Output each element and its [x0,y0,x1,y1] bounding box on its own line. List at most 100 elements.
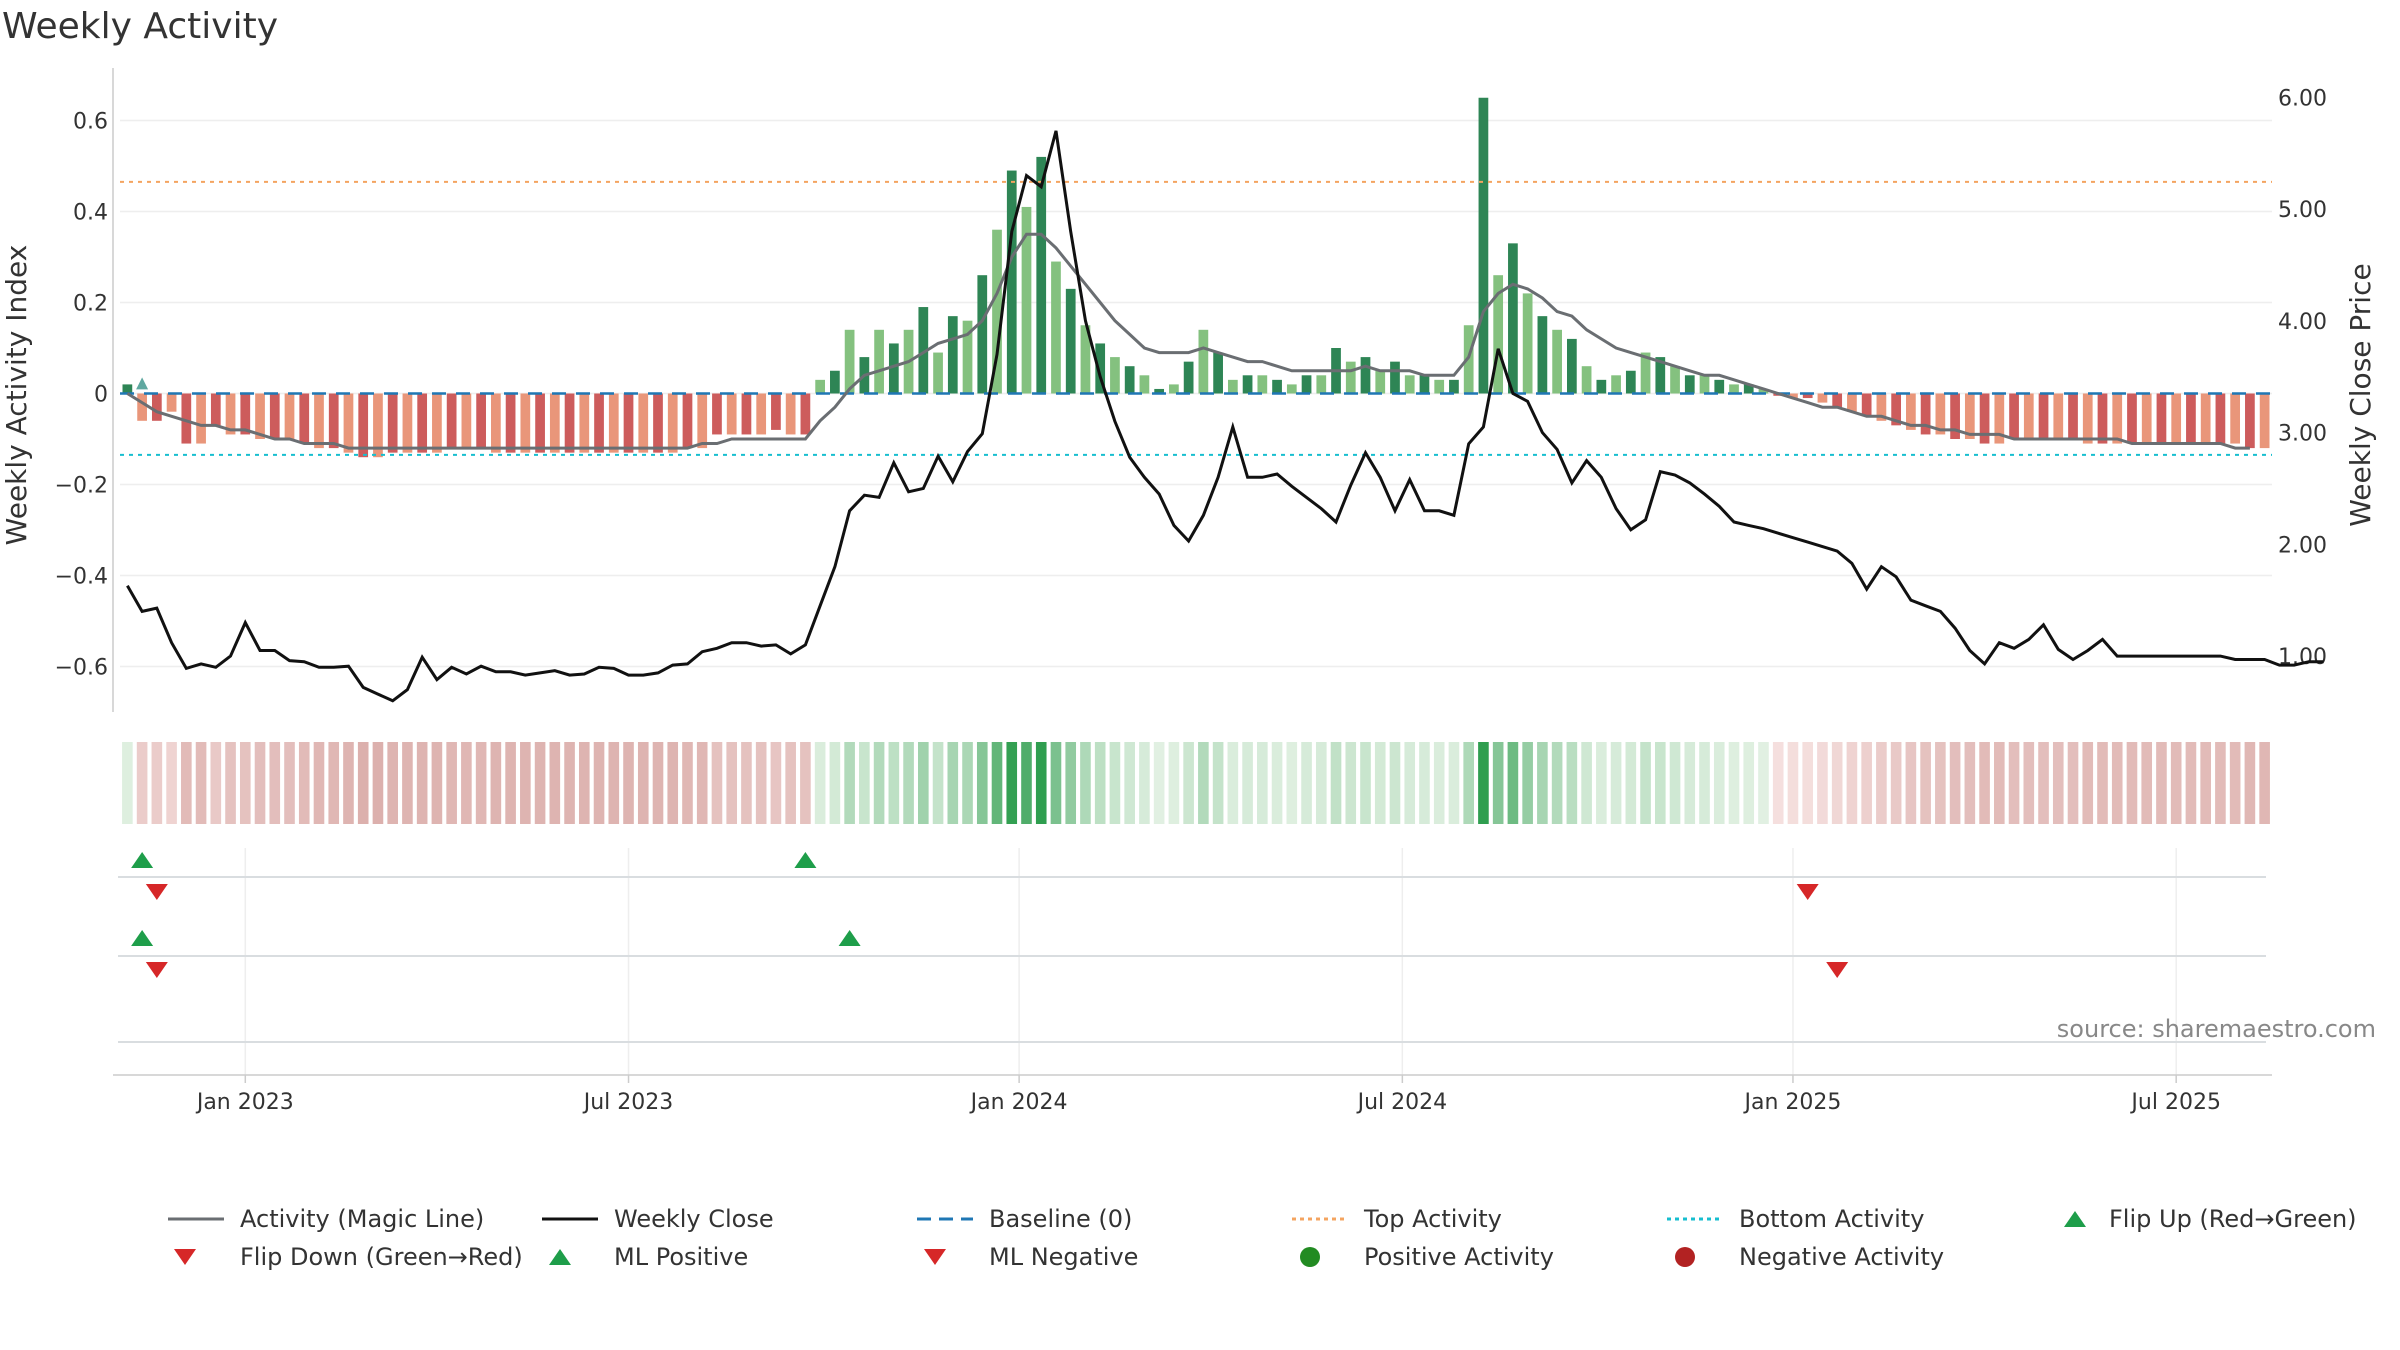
heat-cell [1330,742,1342,824]
activity-bar [726,393,737,435]
activity-bar [122,384,133,394]
activity-bar [1169,384,1179,394]
activity-bar [2156,393,2167,444]
activity-bar [2230,393,2241,444]
heat-cell [1212,742,1224,824]
heat-cell [549,742,561,824]
activity-bar [1110,357,1120,394]
activity-bar [579,393,590,453]
heat-cell [1876,742,1887,824]
heat-cell [1360,742,1371,824]
x-tick-label: Jul 2024 [1356,1090,1448,1115]
heat-cell [711,742,723,824]
heat-cell [2215,742,2226,824]
heat-cell [844,742,855,824]
baseline-icon [917,1217,973,1221]
x-tick-label: Jul 2025 [2129,1090,2221,1115]
heat-cell [623,742,634,824]
activity-bar [166,393,177,412]
activity-bar [1714,379,1725,394]
activity-bar [2068,393,2078,439]
heat-cell [343,742,354,824]
legend-label: Baseline (0) [989,1205,1133,1233]
flip-up-marker [131,930,154,946]
activity-bar [1802,393,1813,399]
heat-cell [1831,742,1843,824]
legend: Activity (Magic Line) Weekly Close Basel… [160,1205,2400,1285]
heat-cell [1537,742,1548,824]
heat-cell [2126,742,2138,824]
activity-bar [1920,393,1931,435]
activity-bar [1950,393,1960,439]
heat-cell [269,742,281,824]
heat-cell [2082,742,2094,824]
activity-bar [1390,361,1400,394]
legend-item-positive-activity: Positive Activity [1290,1243,1554,1271]
y-tick-label: 0 [94,383,108,408]
heat-cell [918,742,929,824]
activity-bar [2141,393,2152,444]
heat-cell [1728,742,1740,824]
activity-bar [815,379,826,394]
activity-bar [490,393,501,453]
activity-bar [476,393,486,449]
activity-bar [1095,343,1106,394]
activity-bar [874,329,884,394]
heat-cell [1758,742,1769,824]
heat-cell [475,742,487,824]
heat-cell [976,742,988,824]
activity-bar [1906,393,1916,430]
heat-cell [2111,742,2123,824]
activity-bar [1198,329,1209,394]
activity-bar [151,393,162,421]
triangle-up-icon [549,1249,571,1265]
legend-item-weekly-close: Weekly Close [540,1205,774,1233]
heat-cell [2229,742,2241,824]
activity-bar [343,393,354,453]
heat-cell [1861,742,1872,824]
activity-bar [1832,393,1843,408]
heat-cell [1006,742,1018,824]
heat-cell [1198,742,1209,824]
heat-cell [1551,742,1563,824]
heat-cell [520,742,531,824]
activity-bar [1021,206,1032,394]
activity-bar [2023,393,2034,439]
heat-cell [2185,742,2197,824]
heat-cell [1566,742,1578,824]
x-tick-label: Jan 2023 [195,1090,294,1115]
activity-bar [1611,375,1621,394]
activity-bar [1286,384,1297,394]
legend-item-baseline: Baseline (0) [915,1205,1132,1233]
heat-cell [1610,742,1622,824]
activity-bar [2053,393,2064,439]
heat-cell [1890,742,1902,824]
activity-bar [461,393,472,449]
activity-bar [1360,357,1371,394]
activity-bar [2215,393,2226,444]
activity-bar [1655,357,1666,394]
heat-cell [1522,742,1533,824]
activity-bar [387,393,398,453]
heat-cell [1404,742,1416,824]
ml-positive-marker [794,852,817,868]
activity-bar [137,393,147,421]
heat-cell [1684,742,1696,824]
heat-cell [1315,742,1327,824]
flip-down-marker [145,962,168,978]
activity-bar [2171,393,2182,444]
x-tick-label: Jan 2024 [969,1090,1068,1115]
activity-bar [947,316,958,394]
activity-bar [1979,393,1990,444]
activity-bar [1670,366,1680,394]
heat-cell [770,742,782,824]
heat-cell [490,742,502,824]
heat-cell [593,742,605,824]
heat-cell [1994,742,2005,824]
activity-bar [682,393,693,449]
activity-bar [1139,375,1150,394]
activity-bar [284,393,295,439]
legend-label: Negative Activity [1739,1243,1945,1271]
close-line-icon [542,1217,598,1221]
activity-bar [1242,375,1253,394]
